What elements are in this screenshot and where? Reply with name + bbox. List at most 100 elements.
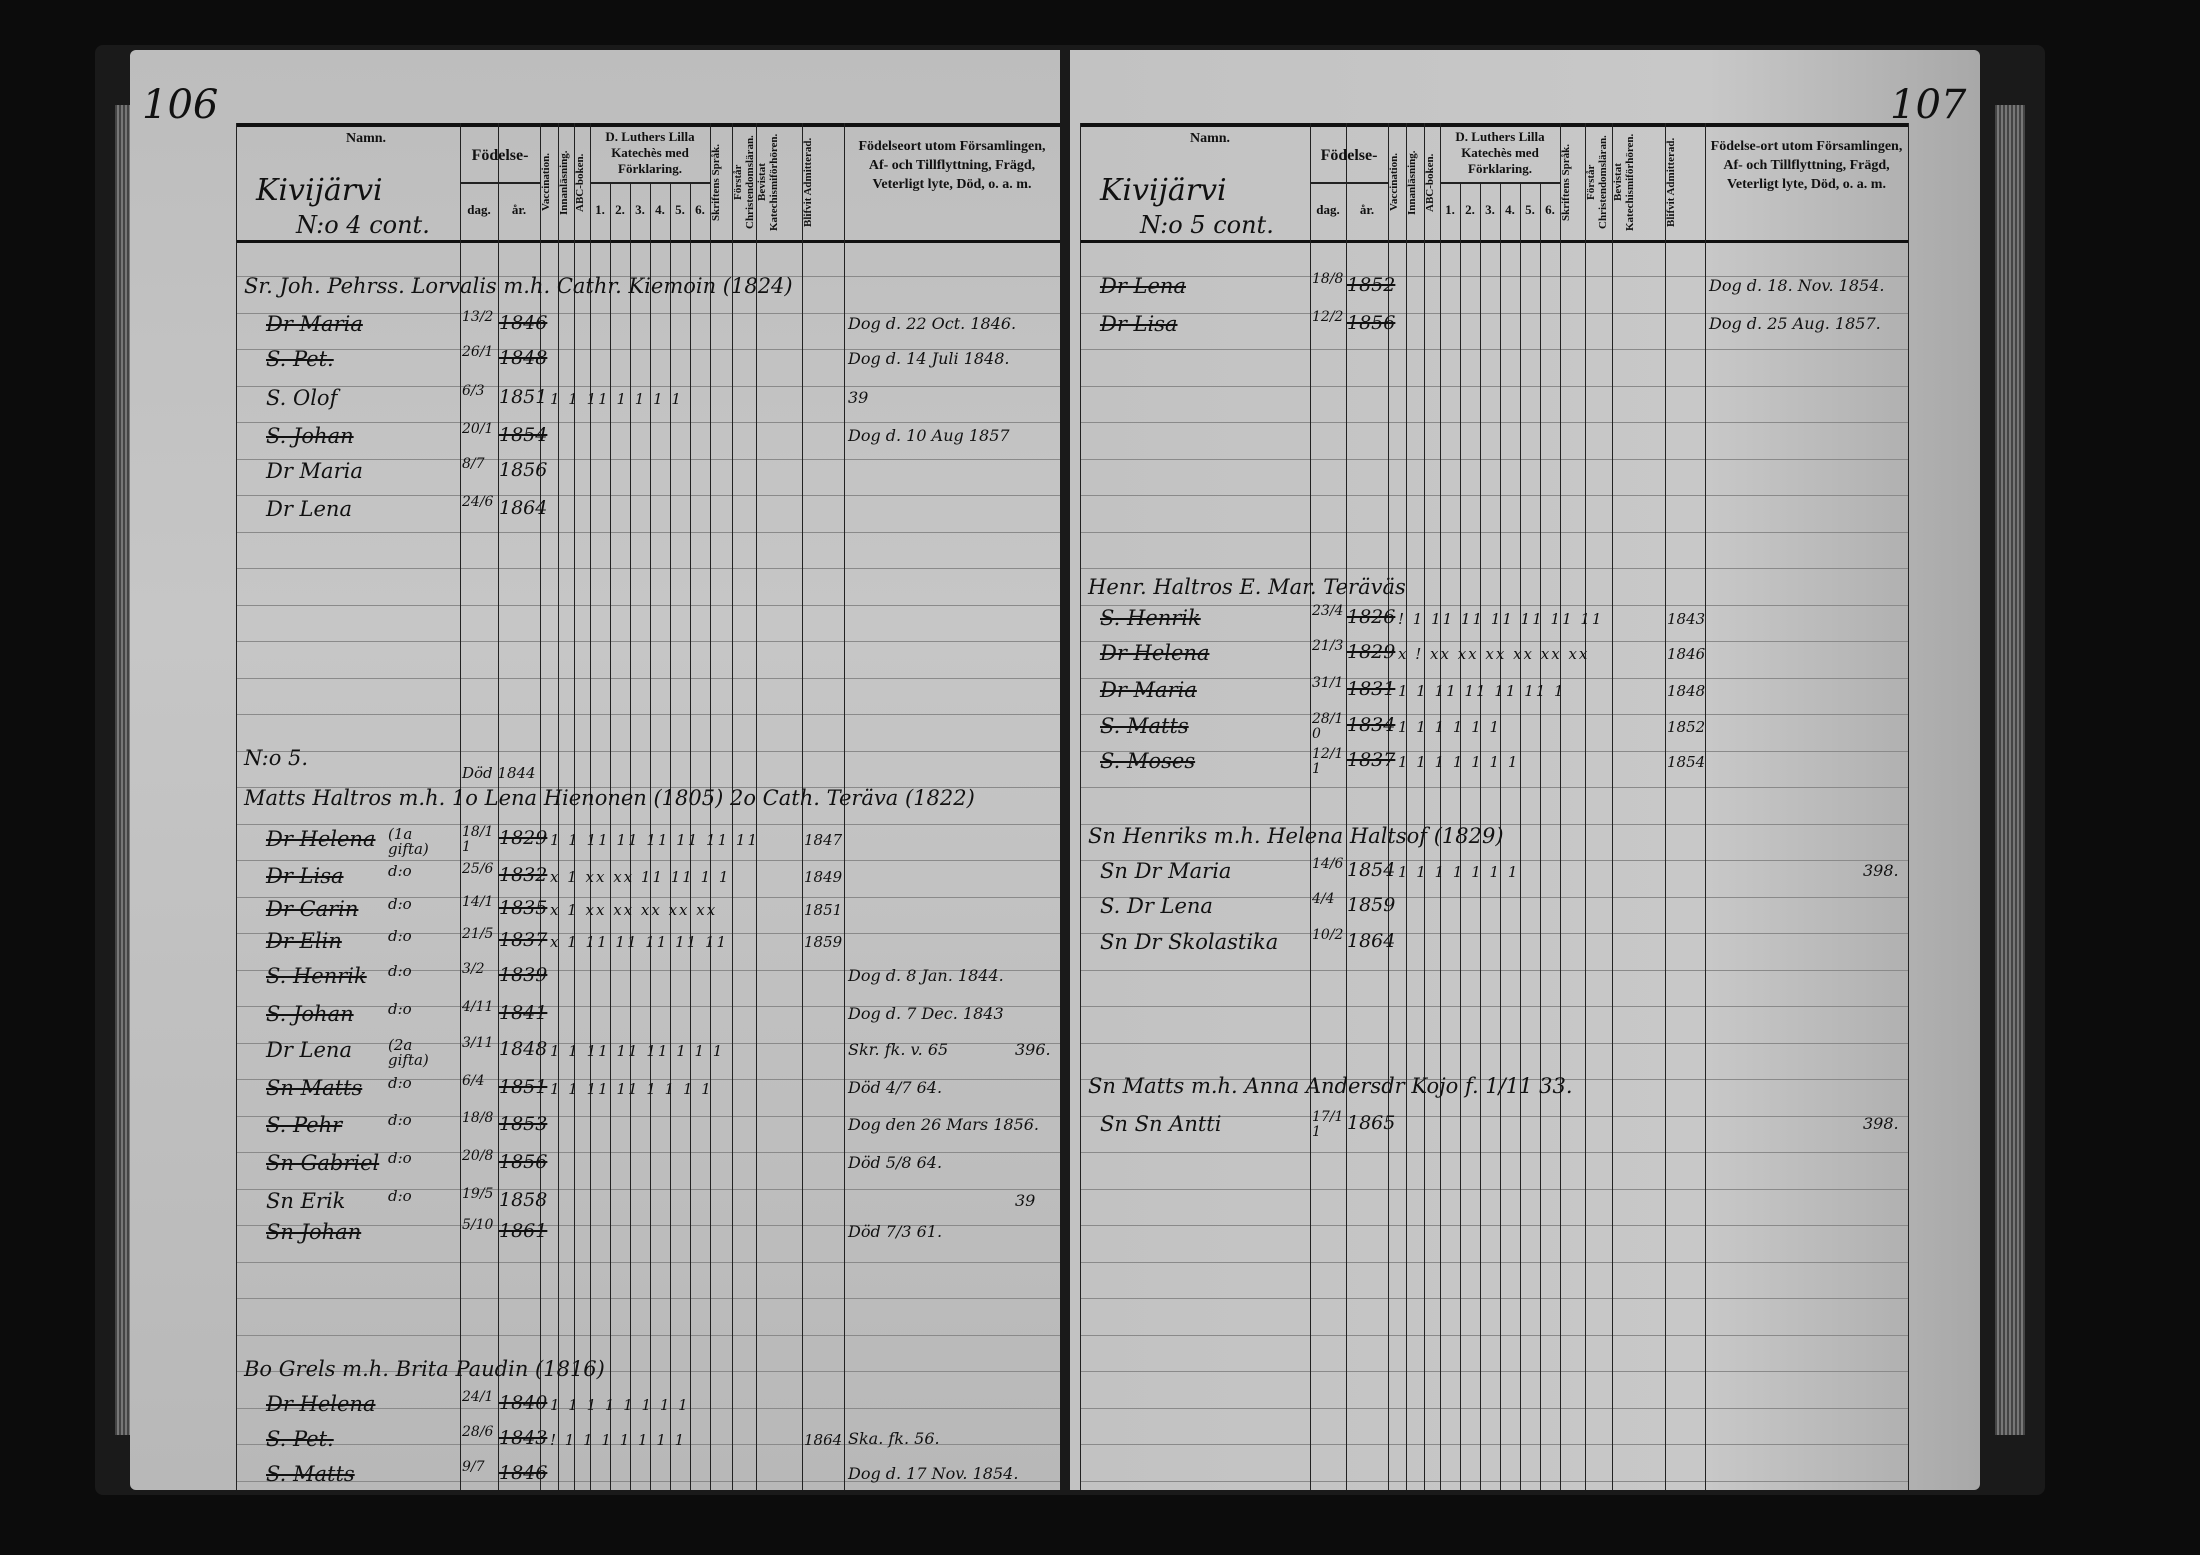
- ruled-line: [1080, 1298, 1908, 1299]
- relation: (1a gifta): [388, 825, 429, 858]
- ruled-line: [1080, 1261, 1908, 1263]
- birth-year: 1854: [499, 424, 548, 446]
- ruled-line: [236, 495, 1060, 496]
- reading-header: Innanläsning.: [1406, 150, 1418, 215]
- remark: Skr. fk. v. 65: [848, 1040, 949, 1059]
- person-name: Sn Gabriel: [266, 1151, 380, 1175]
- catechism-col-header: 6.: [695, 202, 705, 217]
- ruled-line: [1080, 495, 1908, 496]
- ruled-line: [1080, 276, 1908, 277]
- birth-year: 1864: [1347, 930, 1396, 952]
- catechism-marks: 1 1 11 11 1 1 1 1: [550, 1080, 713, 1098]
- birth-day: 24/1: [462, 1389, 494, 1405]
- ruled-line: [236, 1079, 1060, 1080]
- person-name: Sn Sn Antti: [1100, 1112, 1222, 1136]
- subheader-rule: [590, 182, 710, 184]
- ruled-line: [1080, 933, 1908, 934]
- ruled-line: [236, 823, 1060, 825]
- day-header: dag.: [1316, 202, 1340, 217]
- catechism-marks: 1 1 1 1 1 1 1: [1398, 753, 1520, 771]
- column-rule: [630, 182, 631, 1490]
- ruled-line: [236, 1152, 1060, 1153]
- page-reference: 39: [1015, 1191, 1036, 1210]
- birth-year: 1848: [499, 347, 548, 369]
- remark: Dog d. 17 Nov. 1854.: [848, 1464, 1019, 1483]
- column-rule: [1080, 123, 1081, 1490]
- ruled-line: [1080, 1407, 1908, 1409]
- birth-year: 1840: [499, 1392, 548, 1414]
- relation: d:o: [388, 895, 412, 913]
- abc-header: ABC-boken.: [574, 153, 586, 212]
- household-head: Bo Grels m.h. Brita Paudin (1816): [244, 1357, 605, 1381]
- ruled-line: [1080, 677, 1908, 679]
- ruled-line: [236, 349, 1060, 350]
- column-rule: [236, 123, 237, 1490]
- relation: d:o: [388, 1074, 412, 1092]
- ruled-line: [1080, 458, 1908, 460]
- household-head: Sr. Joh. Pehrss. Lorvalis m.h. Cathr. Ki…: [244, 274, 793, 298]
- birth-year: 1865: [1347, 1112, 1396, 1134]
- catechism-col-header: 3.: [1485, 202, 1495, 217]
- person-name: S. Henrik: [1100, 606, 1201, 630]
- vaccination-header: Vaccination.: [540, 153, 552, 212]
- annotation: Död 1844: [462, 764, 536, 782]
- catechism-marks: 1 1 11 11 11 11 1: [1398, 682, 1566, 700]
- ruled-line: [236, 568, 1060, 569]
- ruled-line: [1080, 604, 1908, 606]
- catechism-col-header: 2.: [1465, 202, 1475, 217]
- catechism-col-header: 1.: [1445, 202, 1455, 217]
- right-page: 107 Namn. Kivijärvi N:o 5 cont. Födelse-dag…: [1070, 50, 1980, 1490]
- ruled-line: [1080, 896, 1908, 898]
- relation: d:o: [388, 927, 412, 945]
- admitted-year: 1851: [804, 901, 843, 919]
- ruled-line: [1080, 1152, 1908, 1153]
- remarks-header: Födelseort utom Församlingen, Af- och Ti…: [858, 139, 1046, 192]
- relation: d:o: [388, 962, 412, 980]
- ruled-line: [236, 969, 1060, 971]
- birth-day: 14/6: [1312, 856, 1344, 872]
- column-rule: [1480, 182, 1481, 1490]
- ruled-line: [1080, 385, 1908, 387]
- catechism-marks: x ! xx xx xx xx xx xx: [1398, 645, 1590, 663]
- birth-day: 26/1: [462, 344, 494, 360]
- scripture-header: Skriftens Språk.: [1560, 143, 1572, 222]
- person-name: Sn Johan: [266, 1220, 362, 1244]
- birth-day: 9/7: [462, 1459, 485, 1475]
- catechism-col-header: 1.: [595, 202, 605, 217]
- ruled-line: [1080, 787, 1908, 788]
- ruled-line: [236, 422, 1060, 423]
- ruled-line: [236, 1298, 1060, 1299]
- remark: Dog d. 18. Nov. 1854.: [1709, 276, 1885, 295]
- ruled-line: [236, 1042, 1060, 1044]
- ruled-line: [1080, 1079, 1908, 1080]
- remark: Död 7/3 61.: [848, 1222, 943, 1241]
- birth-day: 31/1: [1312, 675, 1344, 691]
- ruled-line: [236, 312, 1060, 314]
- ruled-line: [236, 860, 1060, 861]
- person-name: S. Dr Lena: [1100, 894, 1213, 918]
- ruled-line: [236, 1188, 1060, 1190]
- remark: Död 4/7 64.: [848, 1078, 943, 1097]
- catechism-col-header: 4.: [1505, 202, 1515, 217]
- ruled-line: [1080, 1006, 1908, 1007]
- person-name: Sn Matts: [266, 1076, 363, 1100]
- remark: 39: [848, 388, 869, 407]
- admitted-year: 1864: [804, 1431, 843, 1449]
- household-head: Sn Henriks m.h. Helena Haltsof (1829): [1088, 824, 1504, 848]
- ruled-line: [1080, 1480, 1908, 1482]
- ruled-line: [1080, 1371, 1908, 1372]
- scripture-header: Skriftens Språk.: [710, 143, 722, 222]
- column-rule: [1612, 123, 1613, 1490]
- remark: Dog d. 8 Jan. 1844.: [848, 966, 1004, 985]
- column-rule: [540, 123, 541, 1490]
- admitted-year: 1852: [1667, 718, 1706, 736]
- ruled-line: [1080, 349, 1908, 350]
- column-rule: [1310, 123, 1311, 1490]
- ruled-line: [1080, 714, 1908, 715]
- person-name: S. Pehr: [266, 1113, 343, 1137]
- person-name: S. Henrik: [266, 964, 367, 988]
- catechism-marks: 1 1 11 11 11 11 11 11: [550, 831, 759, 849]
- remark: Dog d. 22 Oct. 1846.: [848, 314, 1017, 333]
- ruled-line: [236, 531, 1060, 533]
- day-header: dag.: [467, 202, 491, 217]
